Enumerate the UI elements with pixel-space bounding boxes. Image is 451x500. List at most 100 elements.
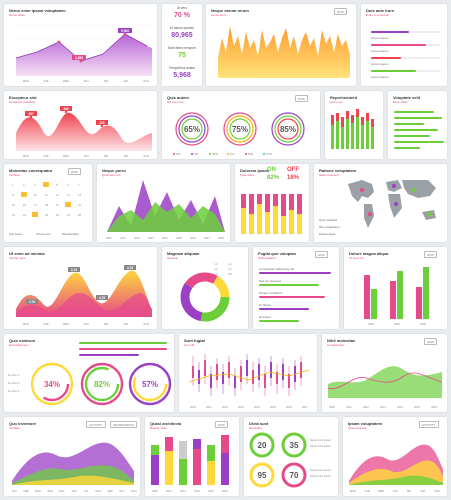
row-label: Lorem ipsum [371,49,389,53]
card-subtitle: Beatae vitae [150,426,167,430]
legend-item: ROR [212,152,218,156]
year-tick: 2014 [254,405,260,409]
year-select[interactable]: 2015 [295,95,308,102]
card-subtitle: Explicabo [249,426,263,430]
svg-text:1: 1 [12,183,14,187]
card-subtitle: Quaerat [167,256,178,260]
on-value: 82% [267,175,280,181]
month-tick: SEP [107,489,112,493]
stat-value: 5,968 [173,72,191,79]
card-dolore-magna: Dolore magna aliqua Ut enim ad 2015 2018… [344,247,447,329]
ring-value: 95 [258,471,267,480]
month-tick: MAY [59,489,65,493]
month-tick: OCT [119,489,125,493]
card-title: Neque earum rerum [211,8,249,13]
card-nihil-molestiae: Nihil molestiae Consequatur 2015 2010 20… [322,334,447,412]
legend-item: Doloremque [319,232,336,236]
card-subtitle: Nulla pariatur [258,256,276,260]
year-tick: 2018 [218,236,224,240]
year-tick: 2014 [208,489,214,493]
legend-item: Sint voluptatum [319,225,340,229]
year-tick: 2013 [148,236,154,240]
year-tick: 2016 [431,405,437,409]
month-tick: SUN [143,322,149,326]
month-tick: SUN [143,79,149,83]
tab-activity[interactable]: ACTIVITY [86,421,106,428]
grouped-bar-chart: 2018 2019 2020 [364,267,429,326]
ring-value: 57% [142,380,158,389]
svg-text:25: 25 [45,213,48,217]
month-tick: AUG [95,489,101,493]
label-5968: 5,968 [121,29,129,33]
svg-text:21: 21 [78,203,81,207]
month-tick: SAT [124,79,129,83]
label-389: 389 [63,107,69,111]
stat-label: Temporibus autem [168,66,196,70]
svg-text:3: 3 [34,183,36,187]
card-voluptate-velit: Voluptate velit Esse cillum [388,91,447,159]
month-tick: THU [83,79,88,83]
row-label: Ut labore [259,303,272,307]
legend-item: Vel eum iure [36,233,51,236]
item-label: No Item 2 [8,381,20,385]
card-title: Dolore magna aliqua [349,251,389,256]
month-tick: MON [350,489,356,493]
stat-label: At vero [176,6,188,10]
ring-charts: 34% 82% 57% No Item 1 No Item 2 No Item … [8,362,172,406]
month-tick: TUE [43,79,48,83]
month-tick: WED [378,489,384,493]
year-tick: 2010 [106,236,112,240]
wave-chart: 2010 2011 2012 2013 2014 2015 2016 [327,366,443,409]
year-select[interactable]: 2015 [315,251,328,258]
stat-label: Et harum quidem [169,26,195,30]
legend-item: 5,3 [214,272,218,276]
month-tick: APR [47,489,52,493]
tab-information[interactable]: INFORMATION [110,421,137,428]
card-subtitle: Quia voluptas [348,426,367,430]
month-tick: NOV [131,489,137,493]
card-subtitle: Veniam quis [9,256,26,260]
triangle-area-chart: 2010 2011 2012 2013 2014 2015 2016 2017 … [106,180,225,240]
year-tick: 2019 [394,322,400,326]
year-select[interactable]: 2015 [424,338,437,345]
card-title: Quis nostrum [9,338,36,343]
year-tick: 2011 [166,489,172,493]
month-tick: FRI [407,489,411,493]
year-tick: 2012 [134,236,140,240]
year-select[interactable]: 2015 [424,251,437,258]
year-tick: 2013 [238,405,244,409]
year-select[interactable]: 2015 [334,8,347,15]
card-subtitle: Exercitationem [9,343,29,347]
row-label: Consectetur adipiscing elit [259,267,295,271]
card-magnam-aliquam: Magnam aliquam Quaerat 1,2 1,4 4,6 3,3 5,3… [162,247,248,329]
card-title: Dicta sunt [249,421,269,426]
tab-activity[interactable]: ACTIVITY [419,421,439,428]
card-subtitle: Quia dolor [240,173,254,177]
card-sunt-fugiat: Sunt fugiat Aut odit 2010 2011 [179,334,317,412]
area-chart: 387 389 236 MON TUE WED THU FRI SAT SUN [16,106,152,158]
card-ut-enim: Ut enim ad minima Veniam quis 3,78 4,78 … [4,247,157,329]
card-subtitle: Vel eum iure [167,100,184,104]
legend-item: DIV [230,152,235,156]
month-tick: MON [23,322,29,326]
calendar-grid: 1234567 891011121314 15161718192021 2223… [12,182,81,217]
month-tick: THU [83,322,88,326]
card-nemo-enim: Nemo enim ipsam voluptatem Nemo etiam 5,… [4,4,157,86]
svg-text:12: 12 [56,193,59,197]
mini-rings: 20 35 95 70 Nemo enim ipsam Nemo enim ip… [249,432,331,488]
card-title: Quo inventore [9,421,37,426]
year-select[interactable]: 2015 [68,168,81,175]
card-title: Sunt fugiat [184,338,205,343]
stacked-bar-chart: 2010 2011 2012 2013 2014 2015 [151,435,229,493]
card-title: Voluptate velit [393,95,421,100]
ring-value: 35 [290,441,299,450]
card-subtitle: Quisquam est [102,173,121,177]
year-tick: 2014 [162,236,168,240]
layered-area-chart: MON TUE WED THU FRI SAT SUN [349,444,443,493]
year-select[interactable]: 2015 [215,421,228,428]
card-title: Ut enim ad minima [9,251,45,256]
card-title: Ratione voluptatem [319,168,357,173]
year-tick: 2012 [363,405,369,409]
data-label: 4,78 [99,296,105,300]
on-label: ON [267,167,276,173]
